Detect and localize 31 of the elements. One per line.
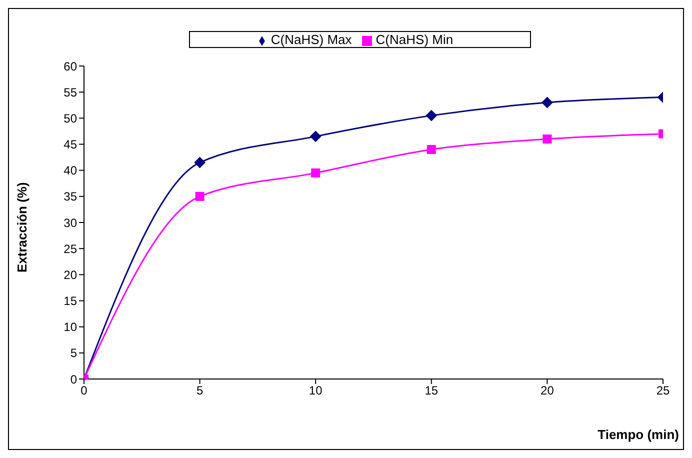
y-tick-label: 10: [64, 320, 78, 334]
y-tick-label: 20: [64, 268, 78, 282]
point: [194, 157, 206, 168]
y-tick-label: 45: [64, 138, 78, 152]
y-tick-label: 40: [64, 164, 78, 178]
y-tick-label: 25: [64, 242, 78, 256]
y-tick-label: 60: [64, 59, 78, 74]
legend-label: C(NaHS) Max: [270, 32, 352, 47]
point: [195, 192, 204, 201]
x-tick-label: 15: [424, 384, 438, 398]
point: [542, 134, 552, 144]
legend-label: C(NaHS) Min: [376, 32, 454, 47]
y-axis-title: Extracción (%): [14, 182, 30, 272]
x-tick-label: 25: [656, 384, 670, 398]
point: [426, 110, 437, 122]
y-tick-label: 35: [64, 190, 78, 204]
x-tick-label: 5: [196, 384, 204, 398]
y-tick-label: 15: [64, 294, 78, 308]
x-tick-label: 0: [80, 384, 88, 398]
x-tick-label: 20: [540, 384, 554, 398]
y-tick-label: 55: [64, 85, 78, 100]
y-tick-label: 5: [70, 346, 78, 360]
point: [311, 168, 320, 178]
x-tick-label: 10: [308, 384, 323, 398]
point: [426, 144, 436, 154]
point: [542, 97, 553, 108]
x-axis-title: Tiempo (min): [598, 427, 679, 442]
y-tick-label: 0: [70, 372, 78, 386]
y-tick-label: 30: [64, 216, 78, 230]
y-tick-label: 50: [64, 111, 78, 126]
point: [310, 130, 322, 142]
